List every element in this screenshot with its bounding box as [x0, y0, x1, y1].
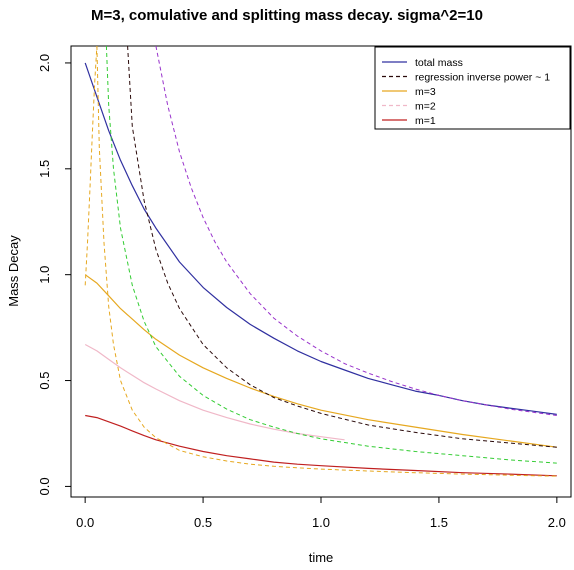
chart-title: M=3, comulative and splitting mass decay…	[91, 7, 483, 24]
series-layer	[84, 46, 557, 477]
x-axis: 0.0 0.5 1.0 1.5 2.0	[76, 497, 566, 530]
legend-label: regression inverse power ~ 1	[415, 72, 550, 84]
y-tick-label: 1.5	[37, 160, 52, 178]
x-tick-label: 0.0	[76, 515, 94, 530]
series-line-4	[85, 414, 557, 477]
y-tick-label: 2.0	[37, 54, 52, 72]
series-line-7	[96, 46, 557, 477]
y-tick-label: 0.0	[37, 477, 52, 495]
y-axis: 0.0 0.5 1.0 1.5 2.0	[37, 54, 71, 495]
legend-label: m=2	[415, 101, 436, 113]
x-tick-label: 1.0	[312, 515, 330, 530]
series-line-3	[84, 343, 345, 441]
series-line-6	[105, 46, 557, 464]
legend-label: m=3	[415, 86, 436, 98]
legend: total mass regression inverse power ~ 1 m=…	[374, 46, 571, 130]
series-line-1	[155, 46, 557, 416]
x-tick-label: 1.5	[430, 515, 448, 530]
x-tick-label: 0.5	[194, 515, 212, 530]
legend-box	[374, 46, 571, 130]
legend-label: total mass	[415, 57, 463, 69]
series-line-8	[84, 46, 98, 286]
series-line-2	[84, 274, 557, 448]
series-line-5	[127, 46, 557, 448]
x-axis-label: time	[309, 550, 334, 565]
legend-label: m=1	[415, 115, 436, 127]
x-tick-label: 2.0	[548, 515, 566, 530]
y-tick-label: 1.0	[37, 266, 52, 284]
y-tick-label: 0.5	[37, 372, 52, 390]
y-axis-label: Mass Decay	[6, 235, 21, 307]
